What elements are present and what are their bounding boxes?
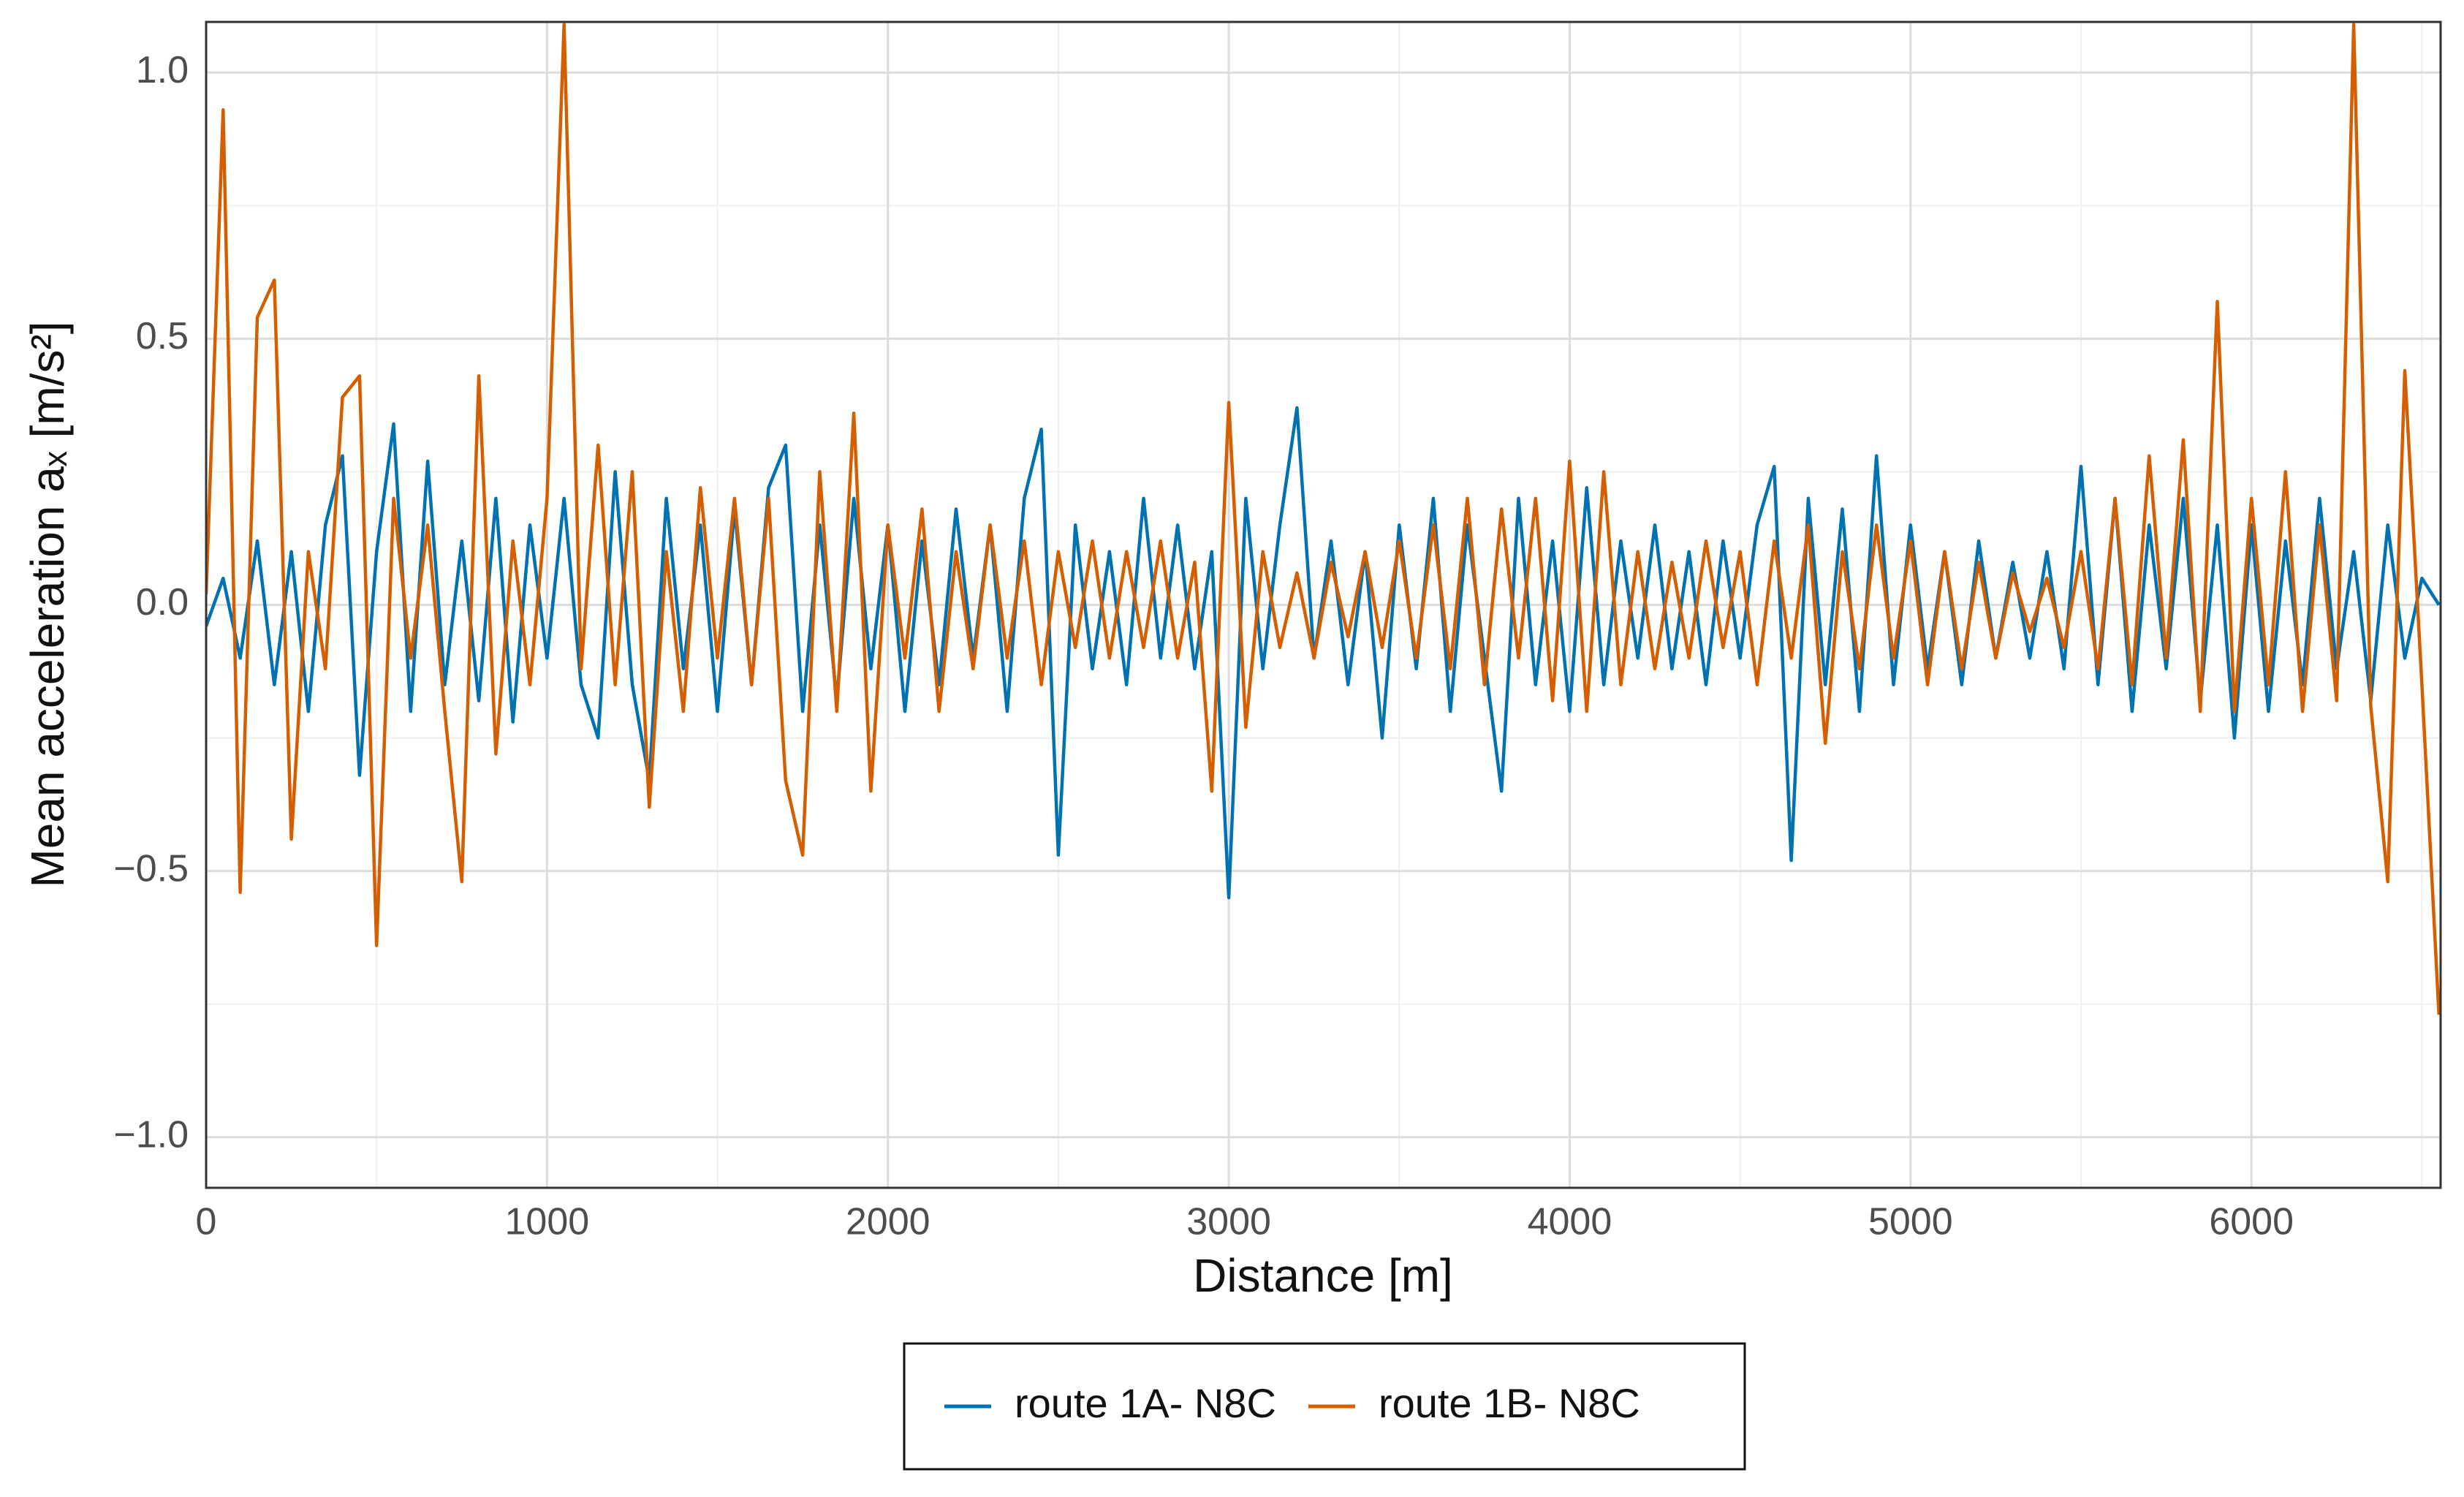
- x-tick-label: 5000: [1868, 1201, 1953, 1243]
- y-tick-label: 0.0: [136, 581, 189, 624]
- y-tick-label: −0.5: [113, 847, 189, 890]
- legend-label: route 1A- N8C: [1015, 1380, 1276, 1426]
- x-axis-title: Distance [m]: [1193, 1249, 1453, 1302]
- legend: route 1A- N8C route 1B- N8C: [944, 1380, 1640, 1426]
- x-tick-label: 6000: [2209, 1201, 2294, 1243]
- x-tick-label: 3000: [1186, 1201, 1271, 1243]
- labels: 0 1000 2000 3000 4000 5000 6000 −1.0 −0.5 0.0 0.5 1…: [113, 49, 2294, 1243]
- y-tick-label: −1.0: [113, 1114, 189, 1156]
- plot-border: [205, 20, 2442, 1189]
- x-tick-label: 2000: [846, 1201, 930, 1243]
- y-tick-label: 1.0: [136, 49, 189, 91]
- series-line: [206, 406, 2441, 900]
- y-axis-title: Mean acceleration aₓ [m/s²]: [21, 321, 74, 887]
- y-tick-label: 0.5: [136, 315, 189, 357]
- x-tick-label: 0: [196, 1201, 217, 1243]
- x-tick-label: 4000: [1528, 1201, 1612, 1243]
- series-layer: [206, 23, 2441, 1015]
- legend-label: route 1B- N8C: [1379, 1380, 1640, 1426]
- x-tick-label: 1000: [505, 1201, 590, 1243]
- series-line: [206, 23, 2441, 1015]
